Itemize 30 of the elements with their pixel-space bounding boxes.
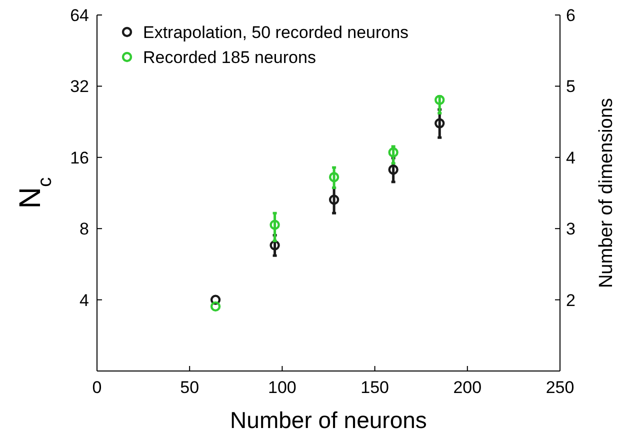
y-tick-label: 64 (70, 6, 89, 25)
x-tick-label: 0 (92, 378, 102, 397)
point (328, 194, 340, 205)
y-tick-label: 4 (80, 290, 89, 310)
point (270, 220, 280, 230)
y2-tick-label: 6 (566, 6, 576, 25)
y-tick-label: 8 (80, 220, 89, 239)
point (388, 164, 398, 175)
point (434, 94, 445, 106)
y2-tick-label: 5 (566, 77, 576, 96)
y2-axis-title: Number of dimensions (596, 98, 617, 288)
legend-label: Recorded 185 neurons (143, 48, 316, 67)
point (270, 240, 280, 250)
y-tick-label: 32 (70, 77, 89, 96)
point (328, 172, 340, 182)
x-tick-label: 150 (360, 378, 389, 397)
x-tick-label: 200 (453, 378, 482, 397)
point (210, 294, 221, 305)
y2-tick-label: 4 (566, 148, 576, 168)
x-tick-label: 50 (180, 378, 200, 397)
x-axis-title: Number of neurons (230, 407, 427, 433)
y-tick-label: 16 (70, 148, 89, 168)
point (210, 301, 221, 312)
x-tick-label: 250 (546, 378, 574, 397)
point (434, 118, 445, 128)
point (388, 147, 398, 158)
y2-tick-label: 2 (566, 290, 576, 310)
x-tick-label: 100 (268, 378, 296, 397)
y2-tick-label: 3 (566, 220, 576, 239)
legend-label: Extrapolation, 50 recorded neurons (143, 23, 409, 42)
